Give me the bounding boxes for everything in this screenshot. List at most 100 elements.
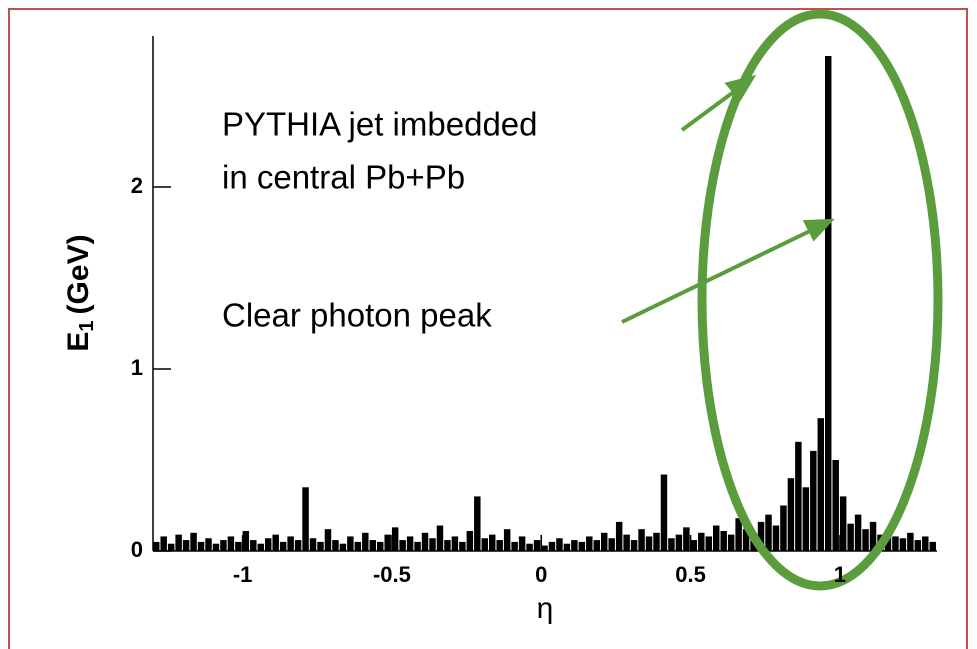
y-tick-label: 0 [131,537,143,562]
histogram-bar [869,521,877,551]
y-tick-label: 1 [131,355,143,380]
histogram-bar [518,536,526,551]
histogram-bar [787,478,795,551]
histogram-bar [406,536,414,551]
histogram-bar [474,496,481,551]
histogram-bar [675,534,683,551]
histogram-bar [810,450,817,551]
histogram-bar [481,538,488,551]
histogram-bar [541,545,548,551]
histogram-bar [526,543,533,551]
y-tick-label: 2 [131,173,143,198]
histogram-bar [399,540,406,551]
histogram-bar [825,56,832,551]
histogram-bar [197,541,205,551]
histogram-bar [660,474,668,551]
histogram-bar [227,536,235,551]
histogram-bar [391,527,399,551]
histogram-bar [839,496,847,551]
histogram-bar [429,538,436,551]
histogram-bar [727,534,735,551]
histogram-bar [705,536,712,551]
histogram-bar [369,540,376,551]
histogram-bar [190,532,197,551]
histogram-bar [765,514,772,551]
histogram-bar [421,532,429,551]
x-tick-label: 0 [535,562,547,587]
histogram-bar [757,521,765,551]
histogram-bar [780,505,787,551]
histogram-bar [608,538,615,551]
arrow [621,228,813,324]
histogram-bar [713,525,720,551]
histogram-bar [914,540,922,551]
histogram-bar [182,540,190,551]
histogram-bar [772,525,780,551]
histogram-bar [690,540,698,551]
histogram-bar [362,532,369,551]
histogram-bar [160,536,167,551]
histogram-bar [563,543,571,551]
annotation: Clear photon peak [222,297,492,334]
histogram-bar [287,536,294,551]
histogram-bar [668,538,675,551]
histogram-bar [571,540,578,551]
histogram-bar [489,534,496,551]
histogram-bar [653,532,660,551]
histogram-bar [153,541,160,551]
histogram-bar [167,543,175,551]
histogram-bar [265,538,272,551]
histogram-bar [444,540,451,551]
histogram-bar [698,532,705,551]
histogram-bar [645,536,653,551]
histogram-bar [257,543,264,551]
histogram-bar [250,540,257,551]
histogram-bar [630,540,638,551]
histogram-bar [294,540,302,551]
histogram-bar [615,521,623,551]
histogram-bar [459,541,466,551]
histogram-bar [317,541,324,551]
histogram-bar [377,541,384,551]
histogram-bar [279,541,287,551]
histogram-bar [220,540,227,551]
histogram-bar [212,543,220,551]
histogram-bar [324,529,332,551]
x-axis-label: η [537,592,554,625]
x-tick-label: -0.5 [373,562,411,587]
histogram-bar [832,460,839,551]
histogram-bar [862,529,869,551]
histogram-bar [332,540,339,551]
histogram-bar [533,540,541,551]
histogram-bar [638,529,645,551]
histogram-bar [548,541,556,551]
histogram-bar [578,541,586,551]
histogram-bar [272,534,279,551]
histogram-bar [309,538,317,551]
histogram-bar [742,529,750,551]
histogram-bar [735,518,742,551]
x-tick-label: 1 [834,562,846,587]
histogram-bar [511,541,518,551]
histogram-bar [175,534,182,551]
arrow [680,89,737,132]
histogram-bar [302,487,309,551]
plot-area [153,56,936,551]
histogram-bar [205,538,212,551]
histogram-bar [795,441,802,551]
histogram-bar [556,538,563,551]
histogram-bar [496,540,503,551]
histogram-bar [899,538,907,551]
annotation: PYTHIA jet imbedded [222,106,538,143]
histogram-bar [847,523,854,551]
y-axis-label: E1 (GeV) [62,234,98,351]
histogram-bar [817,418,824,551]
histogram-bar [451,536,459,551]
y-label-sub: 1 [76,320,98,331]
histogram-bar [601,532,608,551]
annotation: in central Pb+Pb [222,159,465,196]
y-label-unit: (GeV) [62,234,95,314]
histogram-bar [339,543,347,551]
histogram-bar [854,514,862,551]
